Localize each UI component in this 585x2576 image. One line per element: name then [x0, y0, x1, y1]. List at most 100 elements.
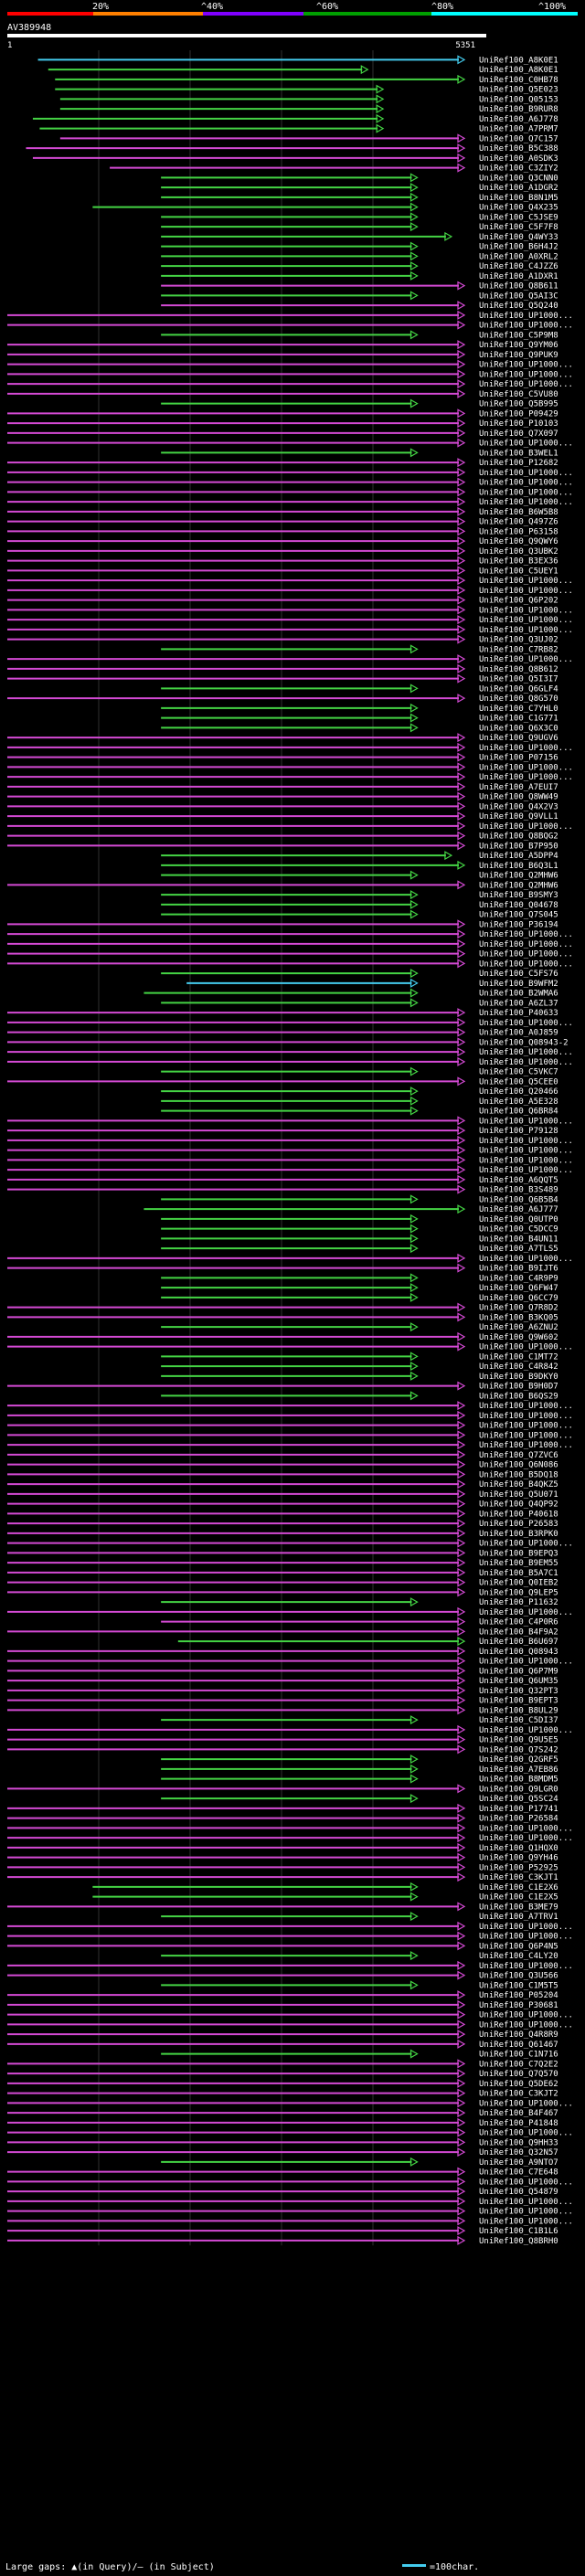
hit-row[interactable]: UniRef100_Q0UTP0 [161, 1214, 558, 1224]
hit-row[interactable]: UniRef100_UP1000... [7, 320, 573, 331]
hit-row[interactable]: UniRef100_C5DI37 [161, 1715, 558, 1725]
hit-label[interactable]: UniRef100_UP1000... [479, 959, 573, 969]
hit-label[interactable]: UniRef100_Q4QP92 [479, 1500, 558, 1510]
hit-row[interactable]: UniRef100_UP1000... [7, 1341, 573, 1352]
hit-label[interactable]: UniRef100_UP1000... [479, 361, 573, 370]
hit-row[interactable]: UniRef100_B9SMY3 [161, 890, 558, 900]
hit-label[interactable]: UniRef100_UP1000... [479, 1923, 573, 1932]
hit-label[interactable]: UniRef100_UP1000... [479, 655, 573, 664]
hit-label[interactable]: UniRef100_C1MT72 [479, 1352, 558, 1362]
hit-label[interactable]: UniRef100_P40633 [479, 1009, 558, 1018]
hit-row[interactable]: UniRef100_B2WMA6 [144, 988, 558, 999]
hit-row[interactable]: UniRef100_Q5E023 [55, 84, 558, 95]
hit-row[interactable]: UniRef100_A6J778 [32, 113, 558, 124]
hit-label[interactable]: UniRef100_UP1000... [479, 2217, 573, 2226]
hit-row[interactable]: UniRef100_UP1000... [7, 2196, 573, 2207]
hit-label[interactable]: UniRef100_P26584 [479, 1815, 558, 1824]
hit-label[interactable]: UniRef100_Q9YH46 [479, 1854, 558, 1863]
hit-row[interactable]: UniRef100_Q5U071 [7, 1489, 558, 1500]
hit-row[interactable]: UniRef100_UP1000... [7, 1833, 573, 1843]
hit-label[interactable]: UniRef100_Q5SC24 [479, 1795, 558, 1804]
hit-row[interactable]: UniRef100_UP1000... [7, 2216, 573, 2226]
hit-row[interactable]: UniRef100_UP1000... [7, 1155, 573, 1165]
hit-row[interactable]: UniRef100_C5VU80 [7, 388, 558, 399]
hit-label[interactable]: UniRef100_Q9LEP5 [479, 1588, 558, 1597]
hit-label[interactable]: UniRef100_Q6N086 [479, 1461, 558, 1470]
hit-label[interactable]: UniRef100_Q9LGR0 [479, 1785, 558, 1794]
hit-row[interactable]: UniRef100_C5JSE9 [161, 212, 558, 222]
hit-label[interactable]: UniRef100_UP1000... [479, 2198, 573, 2207]
hit-label[interactable]: UniRef100_B4QKZ5 [479, 1480, 558, 1489]
hit-label[interactable]: UniRef100_A7EB86 [479, 1765, 558, 1775]
hit-row[interactable]: UniRef100_B6H4J2 [161, 241, 558, 252]
hit-label[interactable]: UniRef100_Q8B611 [479, 282, 558, 292]
hit-row[interactable]: UniRef100_UP1000... [7, 1401, 573, 1411]
hit-row[interactable]: UniRef100_B4F467 [7, 2108, 558, 2118]
hit-label[interactable]: UniRef100_UP1000... [479, 1608, 573, 1617]
hit-label[interactable]: UniRef100_UP1000... [479, 587, 573, 596]
hit-row[interactable]: UniRef100_C1E2X5 [92, 1892, 558, 1903]
hit-row[interactable]: UniRef100_Q2MHW6 [7, 880, 558, 890]
hit-label[interactable]: UniRef100_C5DCC9 [479, 1225, 558, 1235]
hit-label[interactable]: UniRef100_Q6P7M9 [479, 1667, 558, 1676]
hit-label[interactable]: UniRef100_C1N716 [479, 2051, 558, 2060]
hit-row[interactable]: UniRef100_Q6GLF4 [161, 684, 558, 694]
hit-row[interactable]: UniRef100_P41848 [7, 2117, 558, 2128]
hit-label[interactable]: UniRef100_B9DKY0 [479, 1373, 558, 1382]
hit-row[interactable]: UniRef100_P05204 [7, 1990, 558, 2000]
hit-row[interactable]: UniRef100_UP1000... [7, 369, 573, 379]
hit-label[interactable]: UniRef100_B3KQ05 [479, 1313, 558, 1322]
hit-label[interactable]: UniRef100_P10103 [479, 419, 558, 429]
hit-row[interactable]: UniRef100_A6QQT5 [7, 1174, 558, 1185]
hit-row[interactable]: UniRef100_A6ZL37 [161, 998, 558, 1008]
hit-label[interactable]: UniRef100_Q5E023 [479, 86, 558, 95]
hit-label[interactable]: UniRef100_UP1000... [479, 626, 573, 635]
hit-row[interactable]: UniRef100_B3RPK0 [7, 1528, 558, 1539]
hit-label[interactable]: UniRef100_UP1000... [479, 616, 573, 625]
hit-label[interactable]: UniRef100_Q6GLF4 [479, 684, 558, 694]
hit-row[interactable]: UniRef100_UP1000... [7, 624, 573, 635]
hit-label[interactable]: UniRef100_A8K0E1 [479, 56, 558, 65]
hit-row[interactable]: UniRef100_Q9U5E5 [7, 1734, 558, 1745]
hit-row[interactable]: UniRef100_A9NTO7 [161, 2157, 558, 2168]
hit-label[interactable]: UniRef100_Q05153 [479, 95, 558, 104]
hit-label[interactable]: UniRef100_Q6X3C0 [479, 724, 558, 733]
hit-label[interactable]: UniRef100_UP1000... [479, 1658, 573, 1667]
hit-label[interactable]: UniRef100_UP1000... [479, 1058, 573, 1067]
hit-label[interactable]: UniRef100_C5UEY1 [479, 567, 558, 576]
hit-row[interactable]: UniRef100_A6J777 [144, 1204, 558, 1214]
hit-row[interactable]: UniRef100_Q54879 [7, 2187, 558, 2197]
hit-row[interactable]: UniRef100_B3WEL1 [161, 448, 558, 458]
hit-row[interactable]: UniRef100_UP1000... [7, 1253, 573, 1264]
hit-label[interactable]: UniRef100_B9H0D7 [479, 1383, 558, 1392]
hit-label[interactable]: UniRef100_A7EUI7 [479, 783, 558, 792]
hit-row[interactable]: UniRef100_Q8BRH0 [7, 2235, 558, 2246]
hit-label[interactable]: UniRef100_A1DGR2 [479, 184, 558, 193]
hit-row[interactable]: UniRef100_UP1000... [7, 929, 573, 939]
hit-label[interactable]: UniRef100_P41848 [479, 2119, 558, 2128]
hit-row[interactable]: UniRef100_A7PRM7 [39, 123, 558, 134]
hit-label[interactable]: UniRef100_C3KJT1 [479, 1873, 558, 1882]
hit-row[interactable]: UniRef100_C5FS76 [161, 969, 558, 979]
hit-label[interactable]: UniRef100_Q7ZVC6 [479, 1451, 558, 1460]
hit-row[interactable]: UniRef100_B5A7C1 [7, 1567, 558, 1578]
hit-row[interactable]: UniRef100_Q4WY33 [161, 231, 558, 242]
hit-label[interactable]: UniRef100_UP1000... [479, 606, 573, 615]
hit-row[interactable]: UniRef100_Q3UJ02 [7, 634, 558, 645]
hit-row[interactable]: UniRef100_B8UL29 [7, 1705, 558, 1715]
hit-row[interactable]: UniRef100_UP1000... [7, 1430, 573, 1440]
hit-row[interactable]: UniRef100_Q5CEE0 [7, 1076, 558, 1087]
hit-row[interactable]: UniRef100_UP1000... [7, 1960, 573, 1971]
hit-row[interactable]: UniRef100_Q5I3I7 [7, 673, 558, 684]
hit-row[interactable]: UniRef100_B9H0D7 [7, 1381, 558, 1392]
hit-label[interactable]: UniRef100_Q54879 [479, 2188, 558, 2197]
hit-row[interactable]: UniRef100_Q0IEB2 [7, 1577, 558, 1588]
hit-row[interactable]: UniRef100_Q497Z6 [7, 516, 558, 527]
hit-label[interactable]: UniRef100_Q32N57 [479, 2148, 558, 2157]
hit-row[interactable]: UniRef100_UP1000... [7, 2127, 573, 2138]
hit-label[interactable]: UniRef100_Q6BR84 [479, 1108, 558, 1117]
hit-label[interactable]: UniRef100_Q2GRF5 [479, 1755, 558, 1765]
hit-row[interactable]: UniRef100_Q61467 [7, 2039, 558, 2050]
hit-row[interactable]: UniRef100_A6ZNU2 [161, 1322, 558, 1332]
hit-row[interactable]: UniRef100_C7RB82 [161, 644, 558, 654]
